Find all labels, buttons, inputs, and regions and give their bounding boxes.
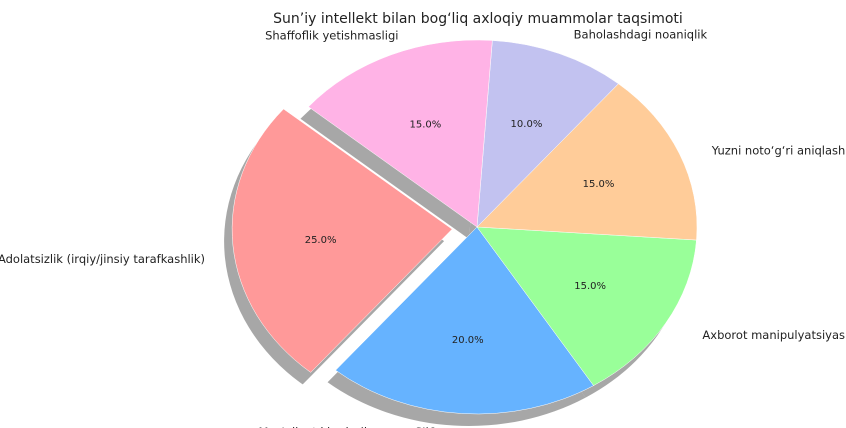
category-label-baholashdagi-noaniqlik: Baholashdagi noaniqlik bbox=[574, 27, 708, 41]
slice-baholashdagi-noaniqlik bbox=[476, 40, 619, 228]
pie-slices bbox=[231, 39, 698, 415]
percent-label-yuzni-noto-g-ri-aniqlash: 15.0% bbox=[583, 179, 615, 190]
category-label-mas-uliyat-kimda-inson-vs-si: Mas'uliyat kimda (inson vs SI)? bbox=[259, 425, 437, 428]
slice-adolatsizlik-irqiy-jinsiy-tarafkashlik bbox=[231, 108, 453, 373]
percent-label-shaffoflik-yetishmasligi: 15.0% bbox=[410, 120, 442, 131]
percent-label-axborot-manipulyatsiyasi: 15.0% bbox=[574, 281, 606, 292]
slice-yuzni-noto-g-ri-aniqlash bbox=[476, 83, 698, 241]
category-label-yuzni-noto-g-ri-aniqlash: Yuzni noto‘g‘ri aniqlash bbox=[711, 144, 846, 158]
percent-label-mas-uliyat-kimda-inson-vs-si: 20.0% bbox=[452, 335, 484, 346]
percent-label-adolatsizlik-irqiy-jinsiy-tarafkashlik: 25.0% bbox=[305, 235, 337, 246]
category-label-adolatsizlik-irqiy-jinsiy-tarafkashlik: Adolatsizlik (irqiy/jinsiy tarafkashlik) bbox=[0, 252, 205, 266]
slice-axborot-manipulyatsiyasi bbox=[476, 226, 697, 386]
slice-shaffoflik-yetishmasligi bbox=[308, 39, 493, 228]
category-label-axborot-manipulyatsiyasi: Axborot manipulyatsiyasi bbox=[702, 328, 846, 342]
slice-labels: 25.0% Adolatsizlik (irqiy/jinsiy tarafkas… bbox=[0, 27, 846, 428]
category-label-shaffoflik-yetishmasligi: Shaffoflik yetishmasligi bbox=[265, 29, 398, 43]
chart-title: Sun’iy intellekt bilan bog‘liq axloqiy m… bbox=[273, 11, 683, 27]
slice-mas-uliyat-kimda-inson-vs-si bbox=[335, 226, 594, 415]
percent-label-baholashdagi-noaniqlik: 10.0% bbox=[511, 119, 543, 130]
